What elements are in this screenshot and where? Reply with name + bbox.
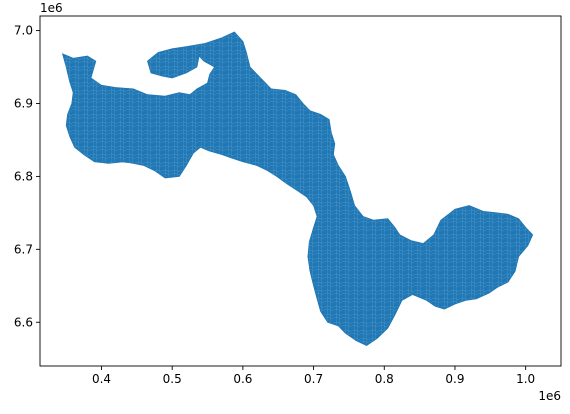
y-axis: 6.6 6.7 6.8 6.9 7.0 <box>14 24 40 329</box>
y-tick-label: 6.9 <box>14 97 33 111</box>
x-tick-label: 0.8 <box>375 372 394 386</box>
region-polygon <box>61 31 534 347</box>
x-tick-label: 1.0 <box>516 372 535 386</box>
x-axis: 0.4 0.5 0.6 0.7 0.8 0.9 1.0 <box>92 366 535 386</box>
plot-area <box>39 15 562 367</box>
x-tick-label: 0.5 <box>163 372 182 386</box>
x-offset-label: 1e6 <box>538 389 561 403</box>
y-offset-label: 1e6 <box>40 1 63 15</box>
region-layer <box>61 31 534 347</box>
y-tick-label: 6.6 <box>14 315 33 329</box>
y-tick-label: 6.8 <box>14 169 33 183</box>
x-tick-label: 0.9 <box>445 372 464 386</box>
x-tick-label: 0.4 <box>92 372 111 386</box>
y-tick-label: 7.0 <box>14 24 33 38</box>
axes-frame <box>39 15 562 367</box>
x-tick-label: 0.7 <box>304 372 323 386</box>
y-tick-label: 6.7 <box>14 242 33 256</box>
x-tick-label: 0.6 <box>233 372 252 386</box>
